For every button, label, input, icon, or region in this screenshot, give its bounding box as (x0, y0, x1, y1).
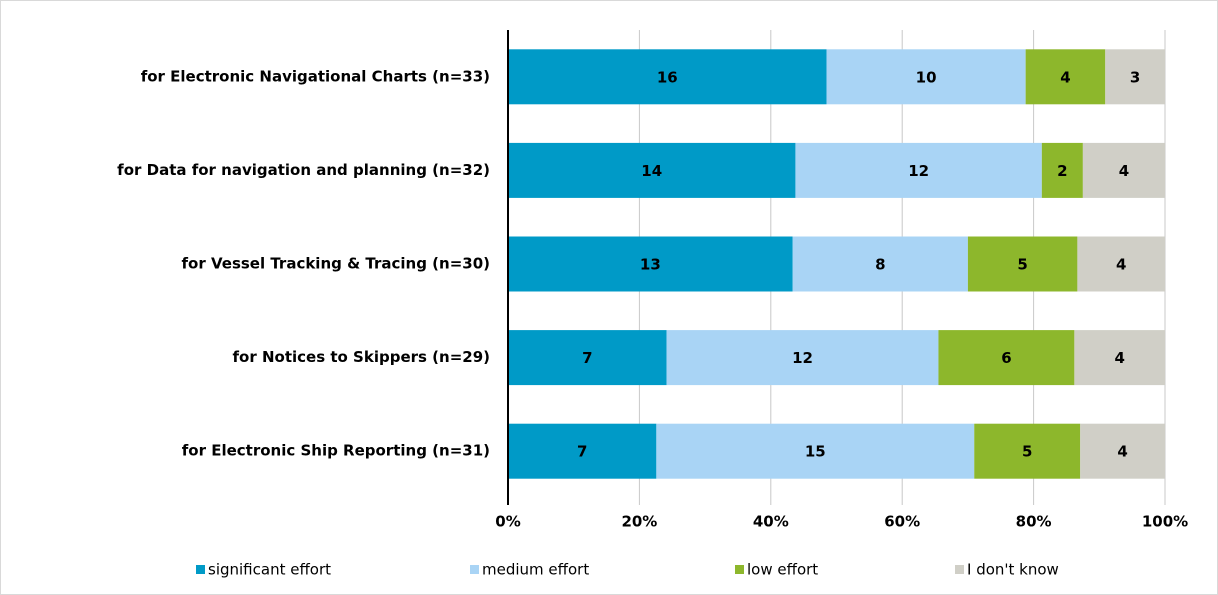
data-label: 4 (1117, 443, 1127, 461)
x-tick-label: 20% (621, 513, 657, 531)
data-label: 4 (1116, 256, 1126, 274)
legend-marker (955, 565, 964, 574)
bar-segment (795, 142, 1042, 198)
bar-segment (656, 423, 975, 479)
data-label: 2 (1057, 162, 1067, 180)
legend-marker (470, 565, 479, 574)
x-tick-label: 100% (1142, 513, 1188, 531)
bar-segment (508, 423, 657, 479)
legend-label: medium effort (482, 561, 589, 579)
category-label: for Notices to Skippers (n=29) (233, 348, 490, 366)
bar-segment (1105, 49, 1165, 105)
x-tick-label: 80% (1016, 513, 1052, 531)
x-tick-label: 0% (495, 513, 520, 531)
data-label: 7 (577, 443, 587, 461)
bar-segment (1041, 142, 1083, 198)
x-tick-label: 40% (753, 513, 789, 531)
legend-marker (196, 565, 205, 574)
bar-segment (508, 330, 667, 386)
bar-segment (792, 236, 968, 292)
bar-segment (508, 142, 796, 198)
bar-segment (967, 236, 1078, 292)
data-label: 8 (875, 256, 885, 274)
bar-segment (1082, 142, 1165, 198)
bar-segment (1025, 49, 1106, 105)
legend-label: I don't know (967, 561, 1059, 579)
data-label: 4 (1119, 162, 1129, 180)
data-label: 4 (1060, 68, 1070, 86)
legend-label: low effort (747, 561, 818, 579)
data-label: 13 (640, 256, 661, 274)
bar-segment (1074, 330, 1165, 386)
data-label: 12 (908, 162, 929, 180)
legend-label: significant effort (208, 561, 331, 579)
category-label: for Vessel Tracking & Tracing (n=30) (182, 255, 490, 273)
data-label: 6 (1001, 349, 1011, 367)
data-label: 5 (1022, 443, 1032, 461)
bar-segment (826, 49, 1026, 105)
data-label: 7 (582, 349, 592, 367)
bar-segment (1077, 236, 1165, 292)
bar-segment (938, 330, 1075, 386)
data-label: 4 (1114, 349, 1124, 367)
data-label: 10 (916, 68, 937, 86)
bar-segment (666, 330, 939, 386)
data-label: 12 (792, 349, 813, 367)
category-label: for Electronic Navigational Charts (n=33… (141, 67, 490, 85)
bar-segment (974, 423, 1081, 479)
data-label: 3 (1130, 68, 1140, 86)
category-label: for Data for navigation and planning (n=… (117, 161, 490, 179)
data-label: 5 (1017, 256, 1027, 274)
x-tick-label: 60% (884, 513, 920, 531)
data-label: 16 (657, 68, 678, 86)
bar-segment (508, 236, 793, 292)
legend-marker (735, 565, 744, 574)
data-label: 14 (641, 162, 662, 180)
bar-segment (508, 49, 827, 105)
data-label: 15 (805, 443, 826, 461)
bar-segment (1080, 423, 1165, 479)
category-label: for Electronic Ship Reporting (n=31) (182, 442, 490, 460)
